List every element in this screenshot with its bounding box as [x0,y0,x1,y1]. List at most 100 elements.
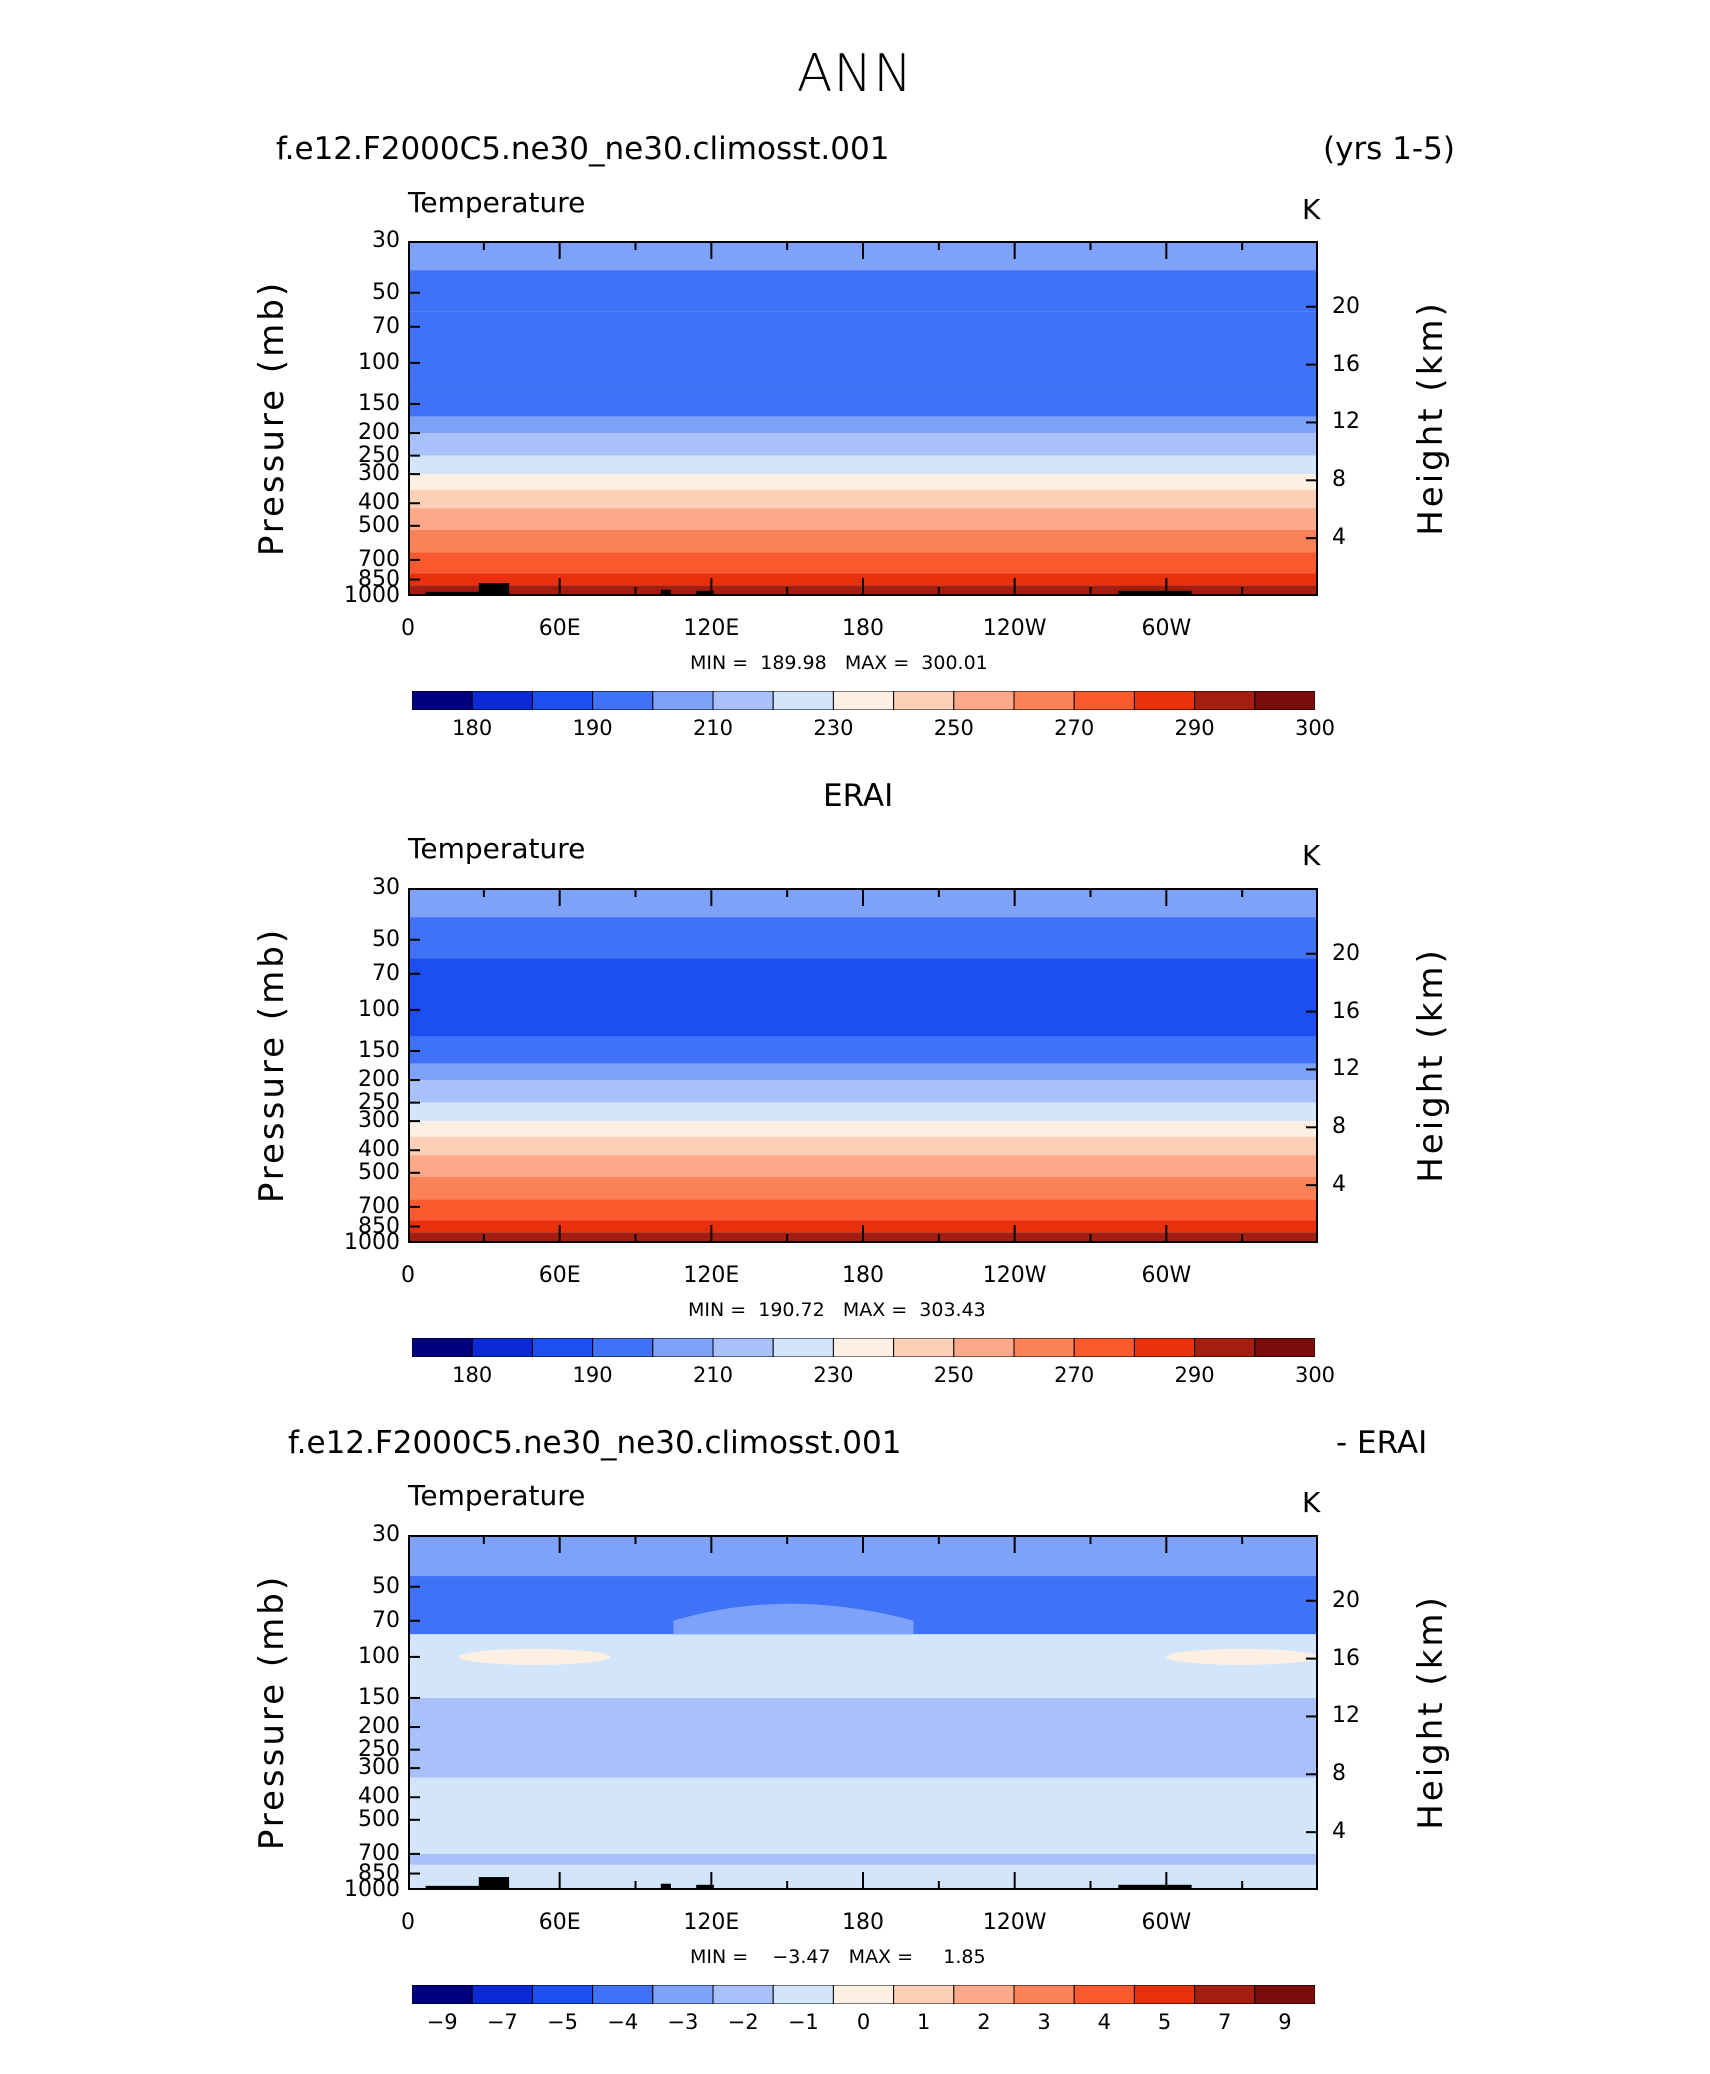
topography-mask [1118,590,1192,596]
contour-band [408,1063,1318,1081]
y-tick-label: 250 [358,442,400,468]
y-tick-label: 100 [358,1643,400,1669]
panel-1-plot [408,241,1318,596]
y-tick-label: 700 [358,1193,400,1219]
panel-2-min-max: MIN = 190.72 MAX = 303.43 [688,1299,986,1321]
colorbar-swatch [1194,1338,1256,1357]
colorbar-label: 180 [452,716,493,740]
colorbar-label: 210 [692,1363,734,1387]
x-tick-label: 60W [1141,616,1192,641]
height-tick-label: 8 [1332,1761,1346,1787]
contour-band [408,389,1318,417]
x-tick-label: 60W [1141,1263,1192,1288]
height-tick-label: 16 [1332,351,1360,377]
panel-1-units-label: K [1302,193,1321,226]
contour-band [408,1777,1318,1854]
colorbar-swatch [652,1338,714,1357]
height-tick-label: 8 [1332,467,1346,493]
height-tick-label: 12 [1332,1703,1360,1729]
y-tick-label: 850 [358,1213,400,1239]
height-tick-label: 12 [1332,1056,1360,1082]
colorbar-swatch [1013,1985,1075,2004]
height-tick-label: 20 [1332,940,1360,966]
cool-anomaly-patch [673,1603,914,1635]
colorbar-label: 7 [1218,2010,1232,2034]
colorbar-label: 250 [933,1363,974,1387]
panel-3-y-axis-title: Pressure (mb) [252,1573,292,1851]
colorbar-label: 230 [813,1363,854,1387]
colorbar-swatch [592,1985,654,2004]
y-tick-label: 500 [358,1159,400,1185]
colorbar-label: 180 [452,1363,493,1387]
panel-1-y2-axis-title: Height (km) [1411,300,1451,536]
colorbar-label: −4 [607,2010,639,2034]
colorbar-swatch [412,1338,473,1357]
panel-2-y-axis-title: Pressure (mb) [252,926,292,1204]
colorbar-label: −9 [426,2010,458,2034]
panel-1-colorbar [412,691,1315,710]
colorbar-swatch [1254,1338,1315,1357]
y-tick-label: 200 [358,1714,400,1740]
colorbar-label: 290 [1174,716,1215,740]
colorbar-label: 190 [572,1363,613,1387]
y-tick-label: 500 [358,512,400,538]
colorbar-label: 300 [1294,716,1336,740]
colorbar-label: 270 [1054,716,1095,740]
height-tick-label: 12 [1332,409,1360,435]
panel-2-units-label: K [1302,839,1321,872]
panel-3-title-left: f.e12.F2000C5.ne30_ne30.climosst.001 [288,1425,902,1461]
y-tick-label: 1000 [344,583,400,608]
x-tick-label: 0 [401,1910,415,1935]
colorbar-swatch [1013,1338,1075,1357]
y-tick-label: 850 [358,1860,400,1886]
colorbar-swatch [893,1985,955,2004]
contour-band [408,1853,1318,1865]
x-tick-label: 180 [842,1263,884,1288]
x-tick-label: 180 [842,616,884,641]
colorbar-label: 3 [1037,2010,1051,2034]
colorbar-swatch [772,691,834,710]
y-tick-label: 150 [358,1684,400,1710]
colorbar-swatch [893,691,955,710]
topography-mask [660,1883,671,1890]
height-tick-label: 4 [1332,525,1346,551]
height-tick-label: 16 [1332,1645,1360,1671]
panel-1-title-right: (yrs 1-5) [1323,131,1455,167]
x-tick-label: 0 [401,1263,415,1288]
panel-1-variable-label: Temperature [408,186,586,219]
colorbar-swatch [1073,1985,1135,2004]
colorbar-swatch [1194,1985,1256,2004]
colorbar-swatch [1133,691,1196,710]
contour-band [408,474,1318,490]
height-tick-label: 20 [1332,293,1360,319]
contour-band [408,1121,1318,1137]
contour-band [408,1634,1318,1698]
colorbar-swatch [832,691,895,710]
colorbar-swatch [471,691,533,710]
y-tick-label: 50 [372,926,400,952]
panel-2-title: ERAI [823,778,894,814]
contour-band [408,311,1318,390]
colorbar-swatch [1254,691,1315,710]
y-tick-label: 50 [372,1573,400,1599]
contour-band [408,1102,1318,1122]
x-tick-label: 120W [982,616,1047,641]
x-tick-label: 120W [982,1910,1047,1935]
colorbar-swatch [471,1985,533,2004]
panel-2-y2-axis-title: Height (km) [1411,947,1451,1183]
colorbar-label: 270 [1054,1363,1095,1387]
y-tick-label: 70 [372,1607,400,1633]
colorbar-swatch [1013,691,1075,710]
colorbar-swatch [953,691,1015,710]
colorbar-label: −1 [787,2010,819,2034]
colorbar-swatch [772,1338,834,1357]
x-tick-label: 120W [982,1263,1047,1288]
panel-3-colorbar [412,1985,1315,2004]
colorbar-swatch [712,1985,774,2004]
y-tick-label: 300 [358,1108,400,1134]
panel-3-title-right: - ERAI [1336,1425,1428,1461]
colorbar-swatch [652,1985,714,2004]
colorbar-swatch [1073,691,1135,710]
height-tick-label: 4 [1332,1819,1346,1845]
topography-mask [696,590,714,596]
